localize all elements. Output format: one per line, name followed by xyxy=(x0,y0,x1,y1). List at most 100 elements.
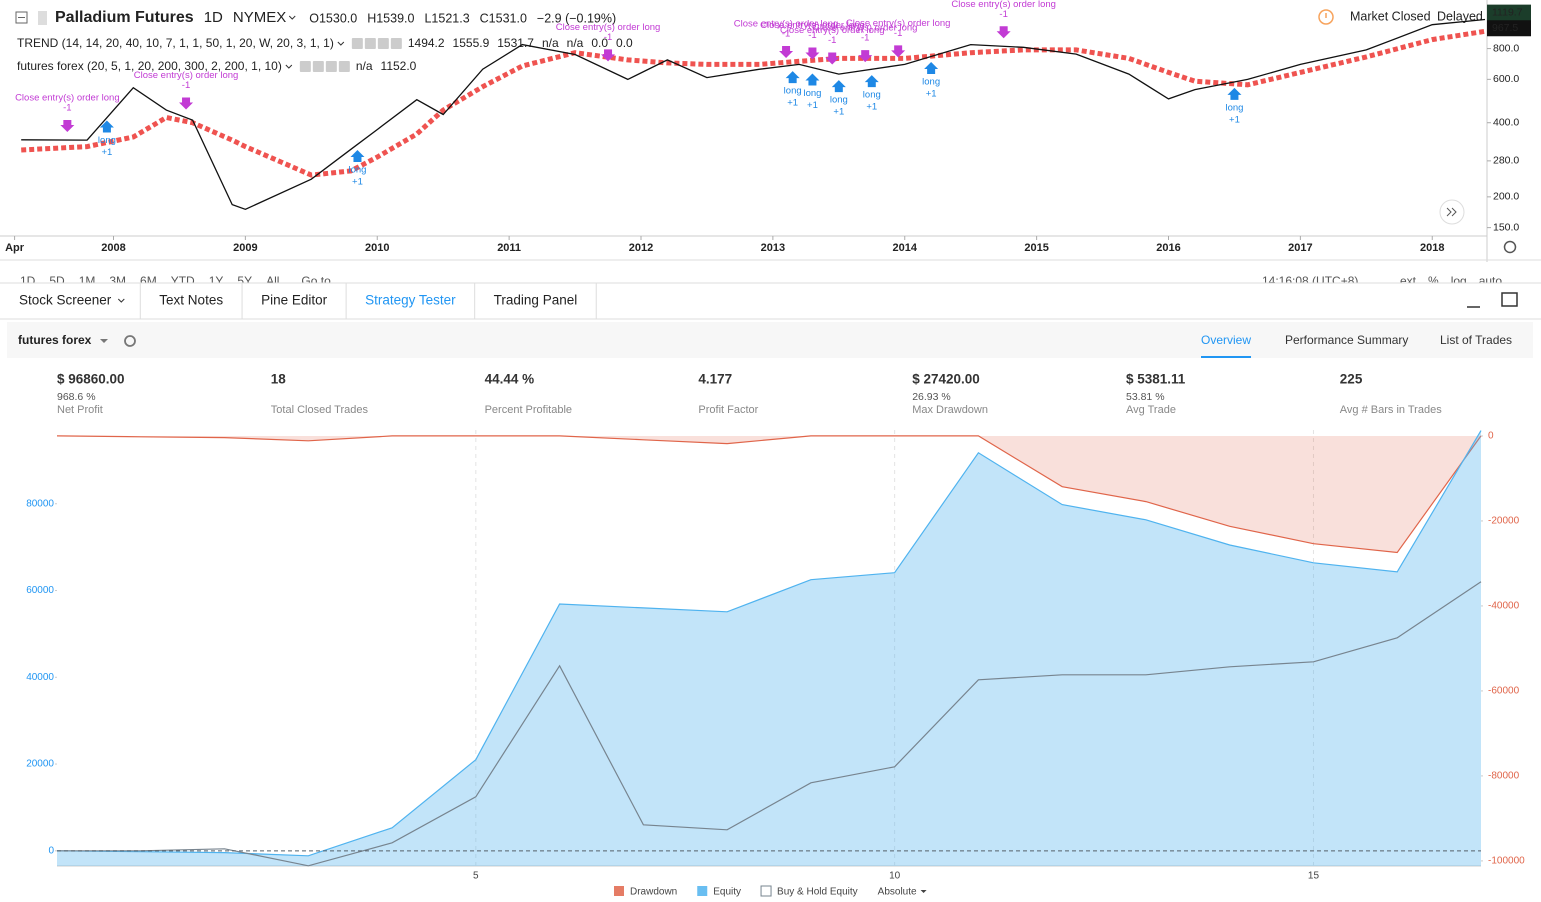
indicator-value: n/a xyxy=(542,36,559,50)
settings-icon[interactable] xyxy=(1503,240,1517,254)
interval[interactable]: 1D xyxy=(204,9,223,26)
indicator-button[interactable] xyxy=(351,38,363,49)
tab[interactable]: Trading Panel xyxy=(494,293,578,308)
strategy-bar xyxy=(7,322,1533,358)
x-tick-label: 2008 xyxy=(101,242,125,254)
metrics: $ 96860.00 968.6 %Net Profit 18 Total Close… xyxy=(57,372,1442,416)
tab[interactable]: Strategy Tester xyxy=(365,293,456,308)
x-tick-label: 2012 xyxy=(629,242,653,254)
signal-label: long xyxy=(922,77,940,88)
exchange[interactable]: NYMEX xyxy=(233,9,286,26)
legend-mode[interactable]: Absolute xyxy=(878,887,917,898)
symbol[interactable]: Palladium Futures xyxy=(55,9,194,26)
x-tick-label: Apr xyxy=(5,242,25,254)
y-tick-label: 800.0 xyxy=(1493,42,1519,54)
dropdown-icon[interactable] xyxy=(100,339,108,343)
view-tab[interactable]: Performance Summary xyxy=(1285,333,1408,347)
collapse-button[interactable] xyxy=(15,11,28,24)
metric-value: $ 96860.00 xyxy=(57,372,125,387)
signal-qty: -1 xyxy=(808,30,816,41)
metric-label: Total Closed Trades xyxy=(271,404,369,416)
close-signal xyxy=(779,45,794,58)
signal-label: long xyxy=(803,88,821,99)
x-tick-label: 2016 xyxy=(1156,242,1180,254)
legend-label[interactable]: Buy & Hold Equity xyxy=(777,887,858,898)
indicator-button[interactable] xyxy=(325,61,337,72)
indicator-button[interactable] xyxy=(390,38,402,49)
price-chart: Palladium Futures 1D NYMEX O1530.0 H1539.0 L1… xyxy=(0,0,1541,262)
x-tick-label: 2010 xyxy=(365,242,389,254)
y-tick-label: 20000 xyxy=(26,759,54,770)
legend-swatch[interactable] xyxy=(614,886,624,896)
indicator-button[interactable] xyxy=(377,38,389,49)
signal-qty: +1 xyxy=(866,102,877,113)
long-signal xyxy=(99,120,114,133)
long-signal xyxy=(805,73,820,86)
scroll-icon xyxy=(1446,207,1457,217)
y2-tick-label: -80000 xyxy=(1488,771,1520,782)
signal-qty: +1 xyxy=(787,98,798,109)
y2-tick-label: -60000 xyxy=(1488,686,1520,697)
scroll-button[interactable] xyxy=(1439,199,1465,225)
y2-tick-label: -20000 xyxy=(1488,516,1520,527)
signal-qty: -1 xyxy=(604,32,612,43)
indicator-label[interactable]: TREND (14, 14, 20, 40, 10, 7, 1, 1, 50, … xyxy=(17,36,334,50)
dropdown-icon xyxy=(285,64,293,69)
metric-sub: 53.81 % xyxy=(1126,391,1165,403)
series-line xyxy=(57,581,1482,867)
view-tab[interactable]: Overview xyxy=(1201,333,1251,347)
indicator-button[interactable] xyxy=(364,38,376,49)
tab[interactable]: Stock Screener xyxy=(19,293,112,308)
signal-qty: -1 xyxy=(63,103,71,114)
long-signal xyxy=(864,75,879,88)
indicator-button[interactable] xyxy=(299,61,311,72)
close-signal xyxy=(601,49,616,62)
signal-qty: +1 xyxy=(926,89,937,100)
indicator-value: n/a xyxy=(356,59,373,73)
strategy-name[interactable]: futures forex xyxy=(18,333,92,347)
dropdown-icon xyxy=(117,298,125,303)
signal-label: Close entry(s) order long xyxy=(951,0,1056,10)
legend-swatch[interactable] xyxy=(760,885,772,897)
indicator-button[interactable] xyxy=(312,61,324,72)
y2-tick-label: -100000 xyxy=(1488,856,1525,867)
y-tick-label: 60000 xyxy=(26,585,54,596)
ohlc-value: H1539.0 xyxy=(367,11,414,25)
indicator-value: 1152.0 xyxy=(381,59,417,73)
last-price-label: 967.5 xyxy=(1492,22,1518,34)
signal-label: Close entry(s) order long xyxy=(760,20,865,31)
chart-option[interactable]: % xyxy=(1428,274,1439,288)
indicator-label[interactable]: futures forex (20, 5, 1, 20, 200, 300, 2… xyxy=(17,59,282,73)
chart-bg xyxy=(0,0,1541,262)
signal-qty: -1 xyxy=(894,28,902,39)
long-signal xyxy=(785,71,800,84)
signal-label: Close entry(s) order long xyxy=(734,18,839,29)
tab[interactable]: Pine Editor xyxy=(261,293,328,308)
indicator-button[interactable] xyxy=(338,61,350,72)
y-tick-label: 400.0 xyxy=(1493,116,1519,128)
metric-value: $ 5381.11 xyxy=(1126,372,1186,387)
legend-label[interactable]: Equity xyxy=(713,887,741,898)
price-change: −2.9 (−0.19%) xyxy=(537,11,616,25)
indicator-value: n/a xyxy=(567,36,584,50)
maximize-button[interactable] xyxy=(1501,292,1518,307)
metric-label: Percent Profitable xyxy=(485,404,572,416)
metric-label: Net Profit xyxy=(57,404,103,416)
indicator-value: 0.0 xyxy=(591,36,608,50)
signal-label: Close entry(s) order long xyxy=(813,23,918,34)
metric-label: Profit Factor xyxy=(698,404,758,416)
y-tick-label: 200.0 xyxy=(1493,191,1519,203)
close-signal xyxy=(891,45,906,58)
view-tab[interactable]: List of Trades xyxy=(1440,333,1512,347)
ohlc-value: C1531.0 xyxy=(480,11,527,25)
legend-swatch[interactable] xyxy=(697,886,708,896)
metric-value: 18 xyxy=(271,372,287,387)
series-line xyxy=(56,430,1482,857)
settings-icon[interactable] xyxy=(124,335,136,347)
tab[interactable]: Text Notes xyxy=(159,293,223,308)
view-underline xyxy=(1201,356,1252,358)
x-tick-label: 2014 xyxy=(893,242,918,254)
close-signal xyxy=(179,97,194,110)
legend-label[interactable]: Drawdown xyxy=(630,887,677,898)
indicator-value: 0.0 xyxy=(616,36,633,50)
